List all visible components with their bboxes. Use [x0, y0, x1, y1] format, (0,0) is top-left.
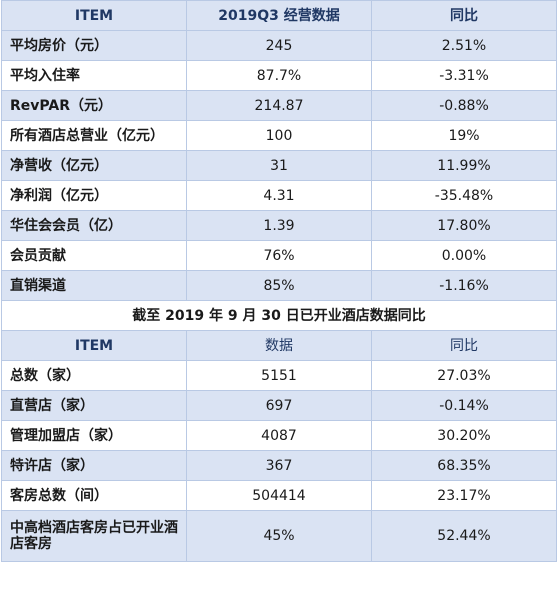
row-yoy: 2.51% [371, 30, 557, 61]
row-yoy: 11.99% [371, 150, 557, 181]
row-value: 5151 [186, 360, 372, 391]
row-label: 净营收（亿元） [1, 150, 187, 181]
table-row: 直营店（家） 697 -0.14% [1, 390, 557, 421]
row-yoy: 17.80% [371, 210, 557, 241]
table-header-row: ITEM 2019Q3 经营数据 同比 [1, 0, 557, 31]
table-row: 直销渠道 85% -1.16% [1, 270, 557, 301]
row-label: 特许店（家） [1, 450, 187, 481]
row-value: 85% [186, 270, 372, 301]
table-row: 中高档酒店客房占已开业酒店客房 45% 52.44% [1, 510, 557, 562]
row-yoy: 23.17% [371, 480, 557, 511]
row-yoy: -35.48% [371, 180, 557, 211]
table-row: 管理加盟店（家） 4087 30.20% [1, 420, 557, 451]
row-value: 504414 [186, 480, 372, 511]
header-yoy: 同比 [371, 0, 557, 31]
header-q3-data: 2019Q3 经营数据 [186, 0, 372, 31]
row-label: 会员贡献 [1, 240, 187, 271]
table-row: 特许店（家） 367 68.35% [1, 450, 557, 481]
row-label: 管理加盟店（家） [1, 420, 187, 451]
row-yoy: -0.88% [371, 90, 557, 121]
row-value: 367 [186, 450, 372, 481]
row-value: 214.87 [186, 90, 372, 121]
table-header-row: ITEM 数据 同比 [1, 330, 557, 361]
row-label: 所有酒店总营业（亿元） [1, 120, 187, 151]
header-item: ITEM [1, 330, 187, 361]
row-yoy: -0.14% [371, 390, 557, 421]
table-row: 净营收（亿元） 31 11.99% [1, 150, 557, 181]
row-yoy: 30.20% [371, 420, 557, 451]
section-title: 截至 2019 年 9 月 30 日已开业酒店数据同比 [1, 300, 557, 331]
row-label: 净利润（亿元） [1, 180, 187, 211]
row-yoy: 27.03% [371, 360, 557, 391]
row-label: 直营店（家） [1, 390, 187, 421]
row-label: 中高档酒店客房占已开业酒店客房 [1, 510, 187, 562]
row-value: 76% [186, 240, 372, 271]
row-label: 平均入住率 [1, 60, 187, 91]
row-label: 平均房价（元） [1, 30, 187, 61]
section-title-row: 截至 2019 年 9 月 30 日已开业酒店数据同比 [1, 300, 557, 331]
row-value: 697 [186, 390, 372, 421]
row-value: 45% [186, 510, 372, 562]
row-label: 总数（家） [1, 360, 187, 391]
row-value: 31 [186, 150, 372, 181]
row-label: 直销渠道 [1, 270, 187, 301]
row-value: 4087 [186, 420, 372, 451]
table-row: 平均入住率 87.7% -3.31% [1, 60, 557, 91]
header-data: 数据 [186, 330, 372, 361]
row-yoy: 19% [371, 120, 557, 151]
table-row: 所有酒店总营业（亿元） 100 19% [1, 120, 557, 151]
table-row: RevPAR（元） 214.87 -0.88% [1, 90, 557, 121]
row-value: 4.31 [186, 180, 372, 211]
table-row: 会员贡献 76% 0.00% [1, 240, 557, 271]
row-yoy: -3.31% [371, 60, 557, 91]
header-item: ITEM [1, 0, 187, 31]
table-row: 华住会会员（亿） 1.39 17.80% [1, 210, 557, 241]
header-yoy: 同比 [371, 330, 557, 361]
row-yoy: -1.16% [371, 270, 557, 301]
row-value: 100 [186, 120, 372, 151]
table-row: 净利润（亿元） 4.31 -35.48% [1, 180, 557, 211]
row-label: 客房总数（间） [1, 480, 187, 511]
row-value: 1.39 [186, 210, 372, 241]
table-row: 平均房价（元） 245 2.51% [1, 30, 557, 61]
row-label: 华住会会员（亿） [1, 210, 187, 241]
row-yoy: 68.35% [371, 450, 557, 481]
hotel-data-table: ITEM 2019Q3 经营数据 同比 平均房价（元） 245 2.51% 平均… [1, 0, 557, 562]
row-label: RevPAR（元） [1, 90, 187, 121]
table-row: 客房总数（间） 504414 23.17% [1, 480, 557, 511]
table-row: 总数（家） 5151 27.03% [1, 360, 557, 391]
row-yoy: 0.00% [371, 240, 557, 271]
row-value: 245 [186, 30, 372, 61]
row-value: 87.7% [186, 60, 372, 91]
row-yoy: 52.44% [371, 510, 557, 562]
